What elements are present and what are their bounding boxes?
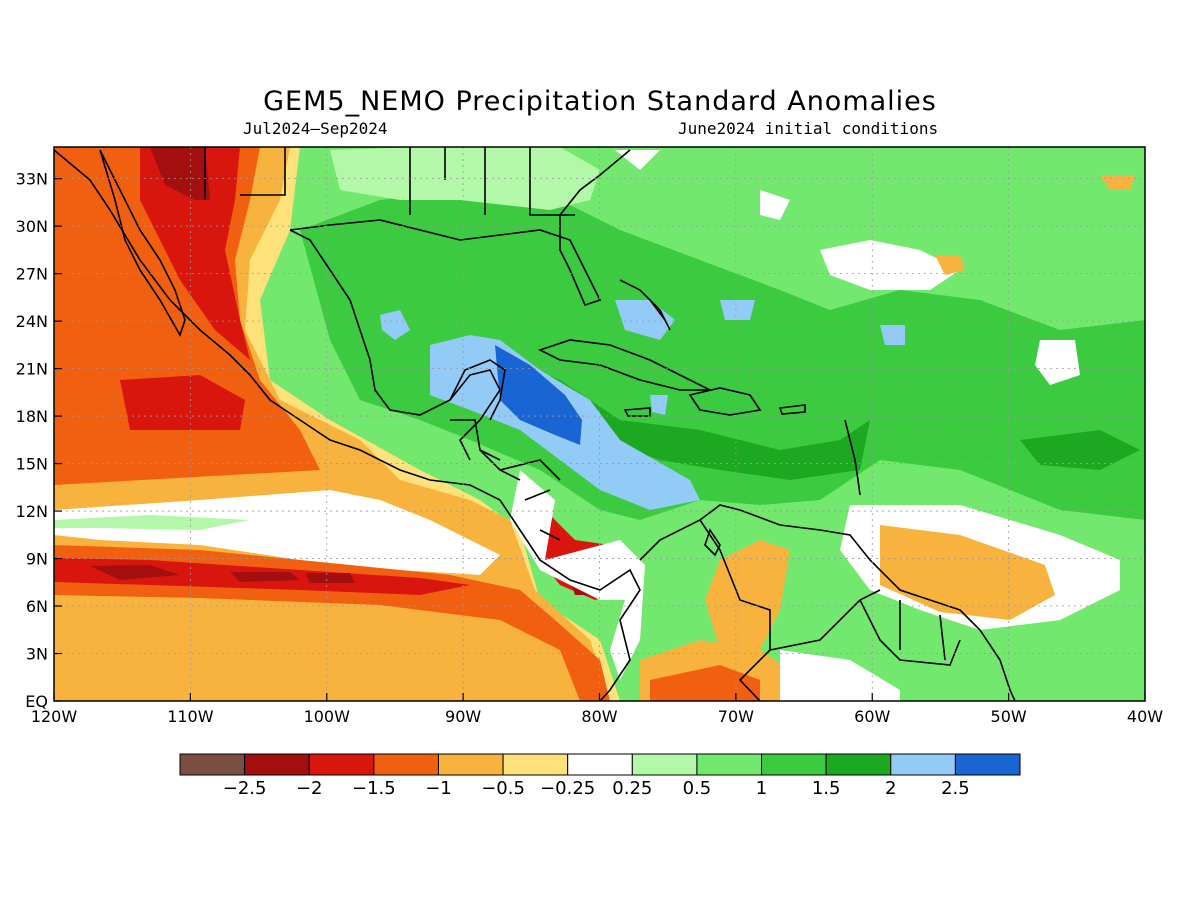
anomaly-field (54, 147, 1145, 701)
longitude-axis: 120W 110W 100W 90W 80W 70W 60W 50W 40W (31, 693, 1163, 726)
bahamas (619, 279, 671, 331)
colorbar-label: 2 (885, 778, 896, 799)
puerto-rico (778, 404, 806, 415)
colorbar-swatch (954, 753, 1021, 776)
lat-tick-label: 6N (26, 597, 48, 616)
lat-tick-label: EQ (25, 692, 48, 711)
lon-tick-label: 100W (304, 707, 351, 726)
venezuela-orange-zone (650, 665, 760, 701)
lat-tick-label: 24N (16, 312, 48, 331)
graticule (54, 147, 1145, 701)
us-mexico-gulf-coast (54, 149, 641, 701)
gulf-green-zone (300, 190, 1145, 520)
atlantic-yellow-zone-2 (880, 525, 1055, 620)
yucatan (449, 359, 506, 421)
colorbar-label: −0.25 (540, 778, 595, 799)
map-title: GEM5_NEMO Precipitation Standard Anomali… (263, 86, 937, 117)
colorbar-swatch (437, 753, 504, 776)
south-america-north-coast (639, 504, 1016, 701)
initial-conditions-subtitle: June2024 initial conditions (678, 119, 939, 138)
colorbar-swatch (631, 753, 698, 776)
pacific-white-band (54, 490, 500, 575)
coastlines (54, 147, 1016, 701)
lon-tick-label: 70W (718, 707, 754, 726)
us-gulf-coast (289, 149, 631, 306)
lon-tick-label: 40W (1127, 707, 1163, 726)
lon-tick-label: 120W (31, 707, 78, 726)
colorbar-label: −1 (425, 778, 452, 799)
lon-tick-label: 50W (991, 707, 1027, 726)
lon-tick-label: 110W (167, 707, 214, 726)
colorbar-swatch (244, 753, 310, 776)
lat-tick-label: 12N (16, 502, 48, 521)
venezuela-yellow-zone (640, 540, 860, 701)
lat-tick-label: 15N (16, 455, 48, 474)
colorbar-swatch (179, 753, 246, 776)
caribbean-blue-core (495, 345, 582, 445)
caribbean-dark-green-zone (490, 350, 1140, 480)
latitude-axis: EQ 3N 6N 9N 12N 15N 18N 21N 24N 27N 30N 33N (16, 170, 62, 711)
colombia-white-edge (510, 470, 645, 680)
colorbar-label: 0.5 (683, 778, 712, 799)
colorbar-swatch (825, 753, 892, 776)
lon-tick-label: 80W (581, 707, 617, 726)
colorbar-swatch (567, 753, 633, 776)
us-state-borders (204, 147, 575, 216)
colorbar-label: −1.5 (352, 778, 396, 799)
colorbar-label: 2.5 (941, 778, 970, 799)
lat-tick-label: 33N (16, 170, 48, 189)
atlantic-yellow-spots (935, 175, 1135, 275)
colorbar-label: −2.5 (223, 778, 267, 799)
lat-tick-label: 30N (16, 217, 48, 236)
lat-tick-label: 21N (16, 360, 48, 379)
colorbar-label: 1.5 (812, 778, 841, 799)
atlantic-white-spots (615, 150, 1080, 385)
hispaniola (688, 387, 762, 416)
lake-maracaibo (704, 528, 721, 557)
caribbean-light-blue-zone (380, 300, 905, 510)
lat-tick-label: 18N (16, 407, 48, 426)
lat-tick-label: 27N (16, 265, 48, 284)
lat-tick-label: 3N (26, 645, 48, 664)
colorbar-label: −2 (296, 778, 323, 799)
colorbar-label: −0.5 (481, 778, 525, 799)
lesser-antilles (844, 419, 861, 496)
colorbar-label: 0.25 (612, 778, 652, 799)
colorbar-swatch (696, 753, 763, 776)
lon-tick-label: 90W (445, 707, 481, 726)
colorbar-swatch (502, 753, 569, 776)
colorbar-swatch (890, 753, 956, 776)
colorbar-swatch (761, 753, 827, 776)
colorbar-label: 1 (756, 778, 767, 799)
gulf-of-mexico-coast (289, 229, 501, 461)
baja-california (99, 149, 186, 337)
us-light-green (330, 147, 600, 210)
period-subtitle: Jul2024–Sep2024 (243, 119, 388, 138)
colorbar: −2.5 −2 −1.5 −1 −0.5 −0.25 0.25 0.5 1 1.5 2 2.5 (179, 753, 1021, 799)
colorbar-swatch (373, 753, 439, 776)
colorbar-swatch (308, 753, 375, 776)
south-america-borders (699, 519, 961, 701)
lon-tick-label: 60W (854, 707, 890, 726)
central-america-borders (450, 419, 561, 541)
pacific-light-green-band (54, 515, 250, 530)
lat-tick-label: 9N (26, 550, 48, 569)
